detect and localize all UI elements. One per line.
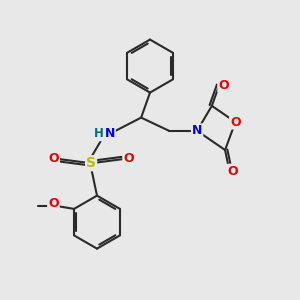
Text: S: S [86, 156, 96, 170]
Text: O: O [48, 152, 59, 165]
Text: O: O [228, 165, 238, 178]
Text: H: H [94, 127, 104, 140]
Text: O: O [123, 152, 134, 165]
Text: O: O [230, 116, 241, 128]
Text: N: N [104, 127, 115, 140]
Text: O: O [218, 79, 229, 92]
Text: O: O [48, 197, 59, 210]
Text: N: N [192, 124, 202, 137]
